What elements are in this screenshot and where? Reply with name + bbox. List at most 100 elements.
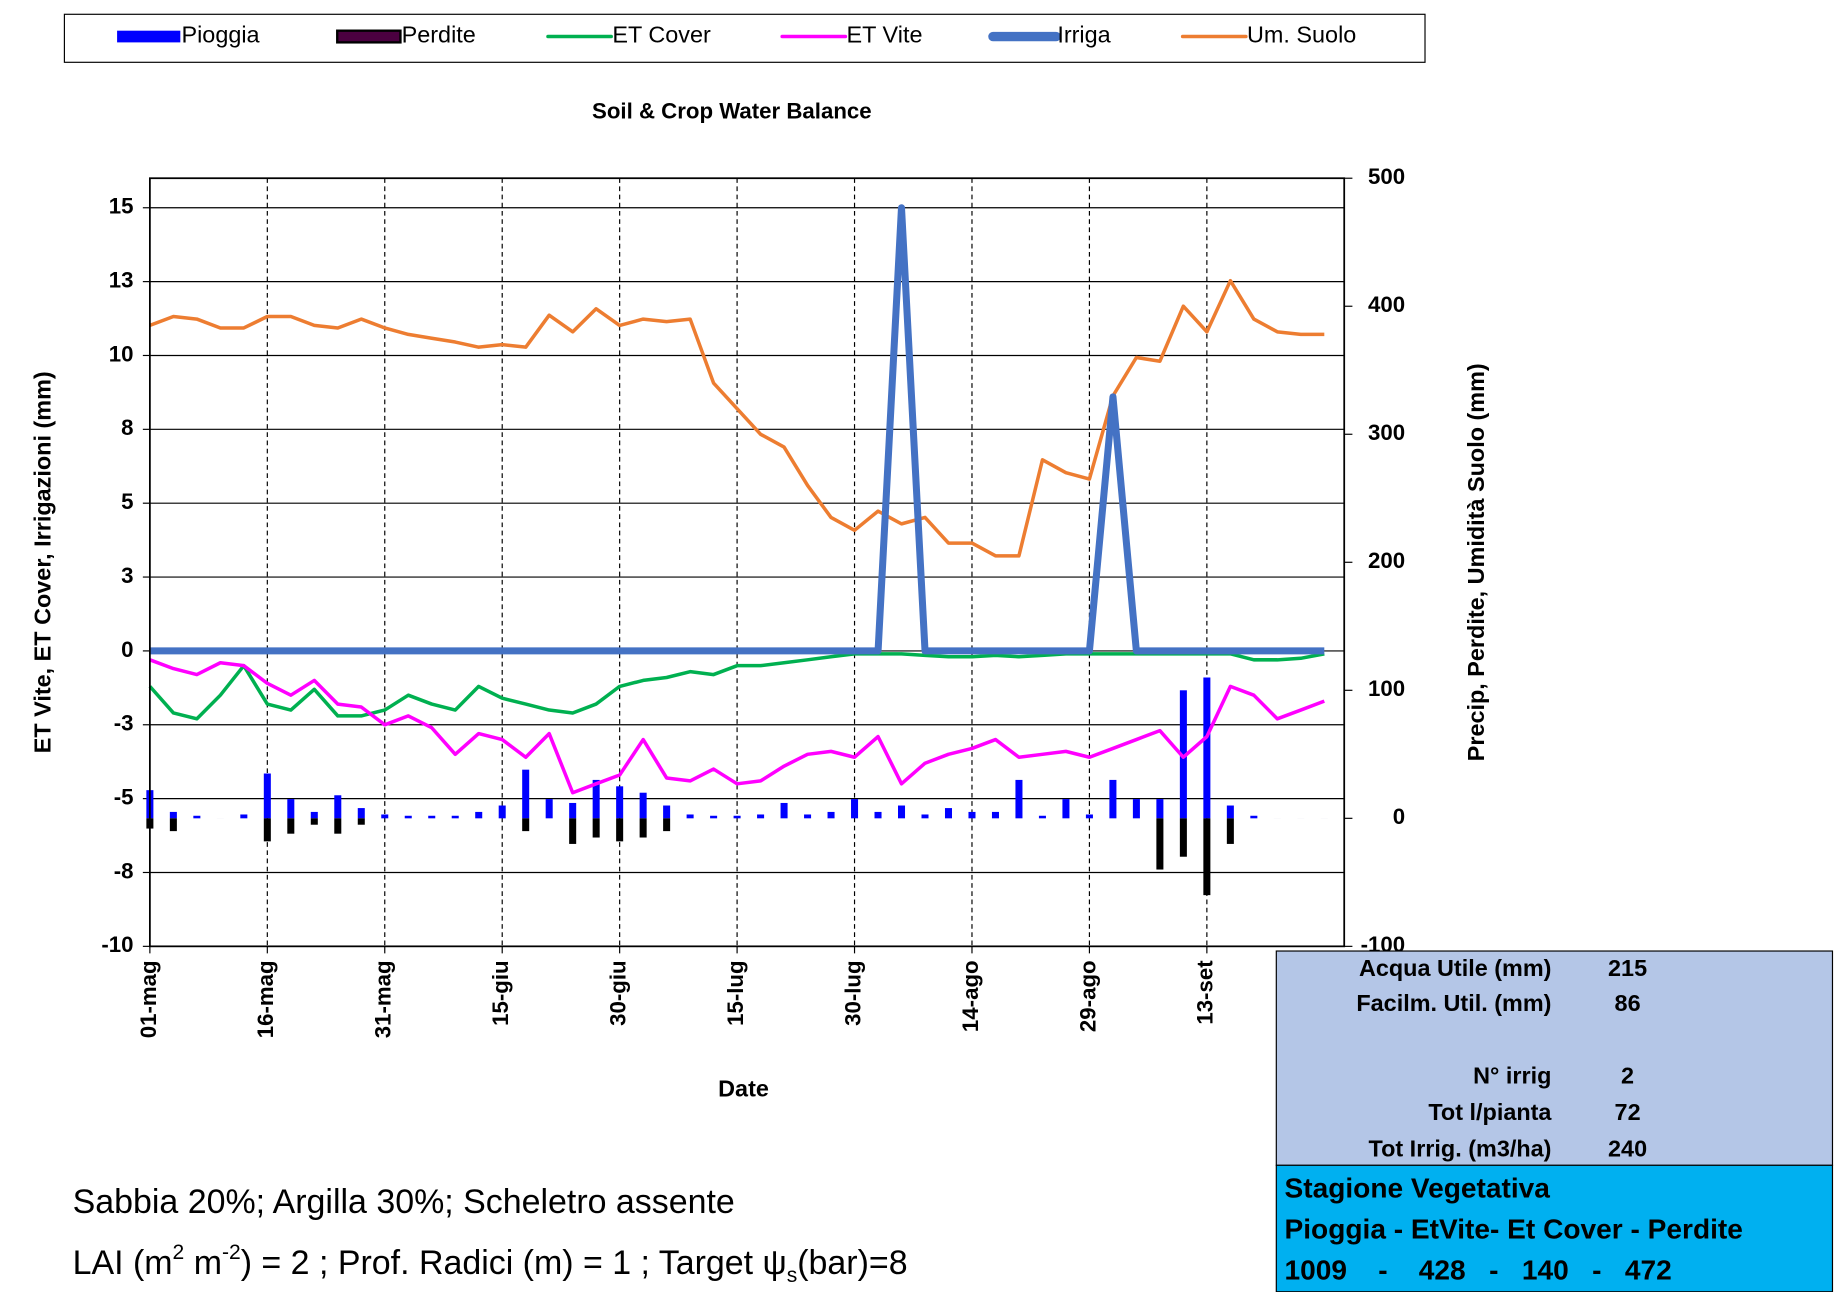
bar (263, 818, 271, 842)
y-tick-label: 3 (121, 563, 133, 588)
bar (569, 818, 577, 844)
x-tick-label: 13-set (1193, 960, 1218, 1025)
legend-label: Pioggia (181, 22, 260, 48)
season-values: 1009 - 428 - 140 - 472 (1284, 1254, 1671, 1285)
bar (1156, 799, 1164, 819)
note-text: m (184, 1244, 222, 1282)
bar (968, 811, 976, 819)
bar (710, 815, 718, 819)
bar (639, 818, 647, 838)
note-sub: s (787, 1264, 798, 1287)
legend-label: Perdite (402, 22, 476, 48)
info-label: Tot Irrig. (m3/ha) (1369, 1135, 1552, 1161)
y-tick-label: 0 (121, 637, 133, 662)
bar (991, 811, 999, 819)
x-tick-label: 31-mag (371, 960, 396, 1038)
season-header: Pioggia - EtVite- Et Cover - Perdite (1284, 1213, 1742, 1244)
bar (1203, 818, 1211, 896)
bar (1109, 779, 1117, 819)
legend-swatch (117, 30, 181, 43)
line (149, 204, 1325, 655)
y2-tick-label: 200 (1368, 548, 1405, 573)
bar (1226, 805, 1234, 819)
bar (1226, 818, 1234, 844)
bar (733, 815, 741, 819)
bar (616, 818, 624, 842)
x-tick-label: 16-mag (253, 960, 278, 1038)
info-box (1275, 950, 1834, 1166)
y-tick-label: -8 (114, 858, 134, 883)
legend-label: ET Cover (612, 22, 711, 48)
line (148, 652, 1325, 721)
bar (686, 814, 694, 819)
bar (169, 811, 177, 819)
info-value: 72 (1615, 1099, 1641, 1125)
y-tick-label: -3 (114, 711, 134, 736)
x-tick-label: 01-mag (136, 960, 161, 1038)
bar (1085, 814, 1093, 819)
y2-axis-label: Precip, Perdite, Umidità Suolo (mm) (1463, 363, 1489, 761)
x-tick-label: 15-giu (488, 960, 513, 1025)
bar (498, 805, 506, 819)
plot-border (148, 177, 1346, 948)
bar (193, 815, 201, 819)
bar (287, 799, 295, 819)
bar (780, 802, 788, 819)
y-tick-label: -10 (101, 932, 133, 957)
bar (357, 818, 365, 825)
x-tick-label: 15-lug (723, 960, 748, 1025)
info-value: 240 (1608, 1135, 1647, 1161)
bar (545, 799, 553, 819)
bar (404, 815, 412, 819)
y-tick-label: -5 (114, 784, 134, 809)
y2-tick-label: 300 (1368, 420, 1405, 445)
bar (757, 814, 765, 819)
plot-area: -10-8-5-30358101315-10001002003004005000… (101, 164, 1405, 1038)
y-tick-label: 10 (109, 341, 134, 366)
bar (310, 818, 318, 825)
y-tick-label: 8 (121, 415, 133, 440)
note-line: LAI (m2 m-2) = 2 ; Prof. Radici (m) = 1 … (73, 1241, 908, 1287)
x-tick-label: 30-lug (840, 960, 865, 1025)
chart-title: Soil & Crop Water Balance (592, 99, 872, 124)
bar (592, 818, 600, 838)
bar (522, 818, 530, 832)
bar (263, 773, 271, 819)
bar (1179, 690, 1187, 819)
bar (1015, 779, 1023, 819)
legend-label: ET Vite (847, 22, 923, 48)
bar (240, 814, 248, 819)
bar (944, 808, 953, 819)
bar (1250, 815, 1258, 819)
x-tick-label: 29-ago (1075, 960, 1100, 1032)
note-sup: -2 (222, 1241, 241, 1264)
bar (639, 792, 647, 819)
bar (616, 786, 624, 819)
bar (851, 799, 859, 819)
bar (1038, 815, 1046, 819)
y2-tick-label: 100 (1368, 676, 1405, 701)
y-tick-label: 15 (109, 194, 134, 219)
legend-label: Um. Suolo (1247, 22, 1356, 48)
info-value: 215 (1608, 955, 1647, 981)
note-text: LAI (m (73, 1244, 173, 1282)
bar (381, 814, 389, 819)
note-text: (bar)=8 (797, 1244, 907, 1282)
bar (287, 818, 295, 834)
legend: Pioggia Perdite ET Cover ET Vite Irriga Um. S… (117, 22, 1356, 48)
bar (428, 815, 436, 819)
info-label: Acqua Utile (mm) (1359, 955, 1551, 981)
note-text: ) = 2 ; Prof. Radici (m) = 1 ; Target ψ (241, 1244, 787, 1282)
bar (334, 795, 342, 819)
bar (1062, 799, 1070, 819)
y-axis-label: ET Vite, ET Cover, Irrigazioni (mm) (30, 371, 56, 753)
season-title: Stagione Vegetativa (1284, 1172, 1550, 1203)
info-value: 2 (1621, 1063, 1634, 1089)
line (149, 278, 1325, 558)
y-tick-label: 5 (121, 489, 133, 514)
x-axis-label: Date (718, 1076, 769, 1102)
y-tick-label: 13 (109, 267, 134, 292)
x-tick-label: 30-giu (606, 960, 631, 1025)
note-sup: 2 (173, 1241, 185, 1264)
